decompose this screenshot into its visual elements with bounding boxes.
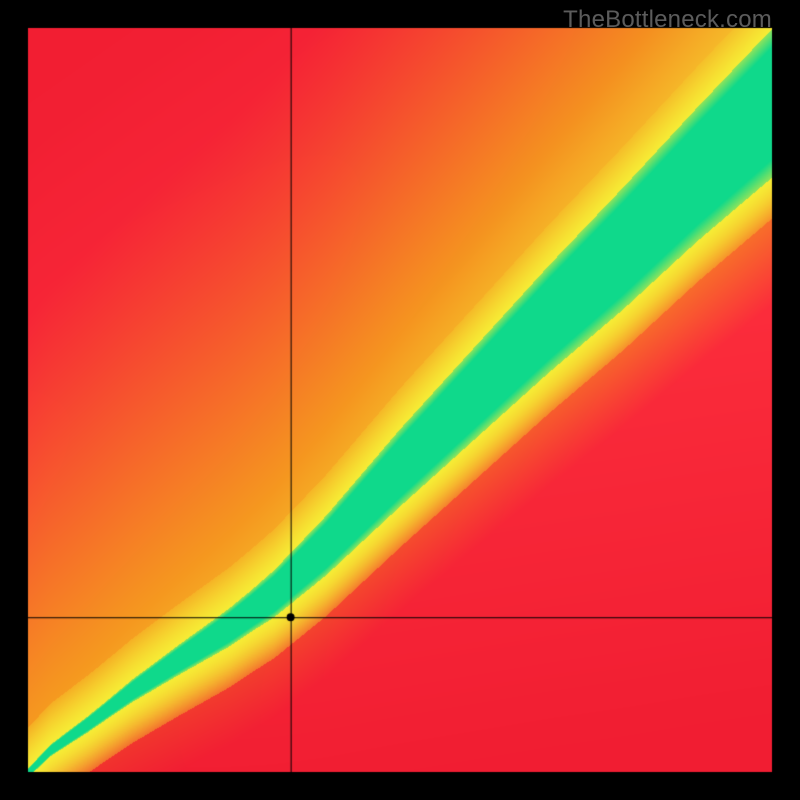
watermark-label: TheBottleneck.com bbox=[563, 6, 772, 34]
bottleneck-heatmap-chart: TheBottleneck.com bbox=[0, 0, 800, 800]
heatmap-canvas bbox=[0, 0, 800, 800]
